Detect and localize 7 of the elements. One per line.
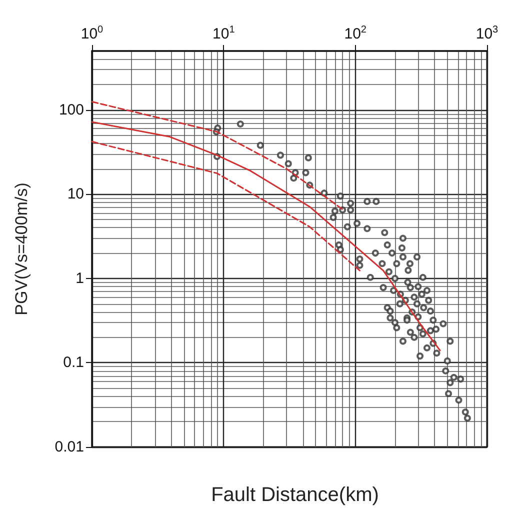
- x-axis-title: Fault Distance(km): [211, 484, 379, 506]
- y-tick-label: 10: [67, 186, 84, 203]
- y-tick-label: 1: [76, 270, 84, 287]
- y-tick-label: 0.1: [63, 354, 84, 372]
- y-tick-label: 0.01: [54, 438, 84, 456]
- y-tick-label: 100: [58, 101, 84, 118]
- y-axis-title: PGV(Vs=400m/s): [12, 182, 31, 316]
